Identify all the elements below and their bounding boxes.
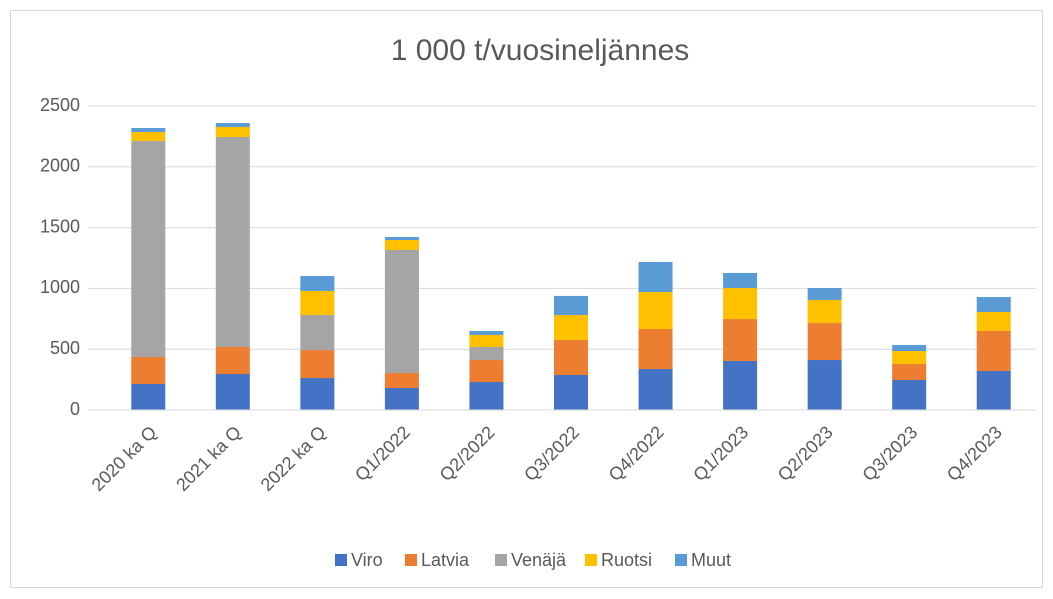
chart-title: 1 000 t/vuosineljännes [391,34,690,67]
bar-segment [807,299,842,324]
bar-segment [300,350,335,379]
y-tick-label: 1000 [40,277,80,297]
legend-label: Latvia [421,550,470,570]
bar-segment [131,141,166,357]
bar-segment [976,297,1011,312]
bar-segment [638,262,673,293]
y-tick-label: 1500 [40,216,80,236]
bar-segment [976,370,1011,410]
legend-label: Venäjä [511,550,567,570]
bar-segment [976,330,1011,371]
y-tick-label: 2000 [40,156,80,176]
y-tick-label: 500 [50,338,80,358]
bar-segment [131,383,166,410]
bar-segment [554,374,588,410]
bar-segment [469,334,504,348]
y-tick-label: 2500 [40,95,80,115]
bar-segment [892,351,927,365]
bar-segment [300,378,335,410]
bar-segment [384,240,419,250]
bar-segment [215,127,250,138]
bar-segment [554,295,588,316]
legend-label: Ruotsi [601,550,652,570]
bar-segment [300,290,335,316]
bar-segment [384,387,419,410]
bar-segment [384,249,419,374]
bar-segment [892,364,927,380]
bar-segment [215,137,250,348]
bar-segment [807,360,842,410]
bar-segment [469,347,504,361]
bar-segment [384,373,419,388]
bar-segment [131,132,166,142]
y-tick-label: 0 [70,399,80,419]
legend-swatch [495,554,507,566]
bar-segment [215,123,250,128]
legend-label: Muut [691,550,731,570]
bar-segment [131,356,166,384]
bar-segment [976,311,1011,331]
bar-segment [215,374,250,410]
bar-segment [384,236,419,241]
bar-segment [469,330,504,335]
bar-segment [215,347,250,375]
bar-segment [807,288,842,300]
bar-segment [638,329,673,370]
bar-segment [723,288,758,320]
legend-swatch [405,554,417,566]
bar-segment [554,315,588,340]
bar-segment [892,344,927,352]
legend-label: Viro [351,550,383,570]
bar-segment [131,128,166,133]
bar-segment [469,360,504,383]
bar-segment [807,323,842,361]
bar-segment [638,369,673,410]
bar-segment [723,319,758,361]
legend-swatch [335,554,347,566]
legend-swatch [585,554,597,566]
bar-segment [300,275,335,291]
bar-segment [638,292,673,330]
chart-frame [10,10,1043,588]
bar-segment [892,379,927,410]
bar-segment [469,382,504,410]
bar-segment [723,272,758,289]
bar-segment [723,360,758,410]
bar-segment [300,315,335,351]
legend-swatch [675,554,687,566]
bar-segment [554,339,588,375]
